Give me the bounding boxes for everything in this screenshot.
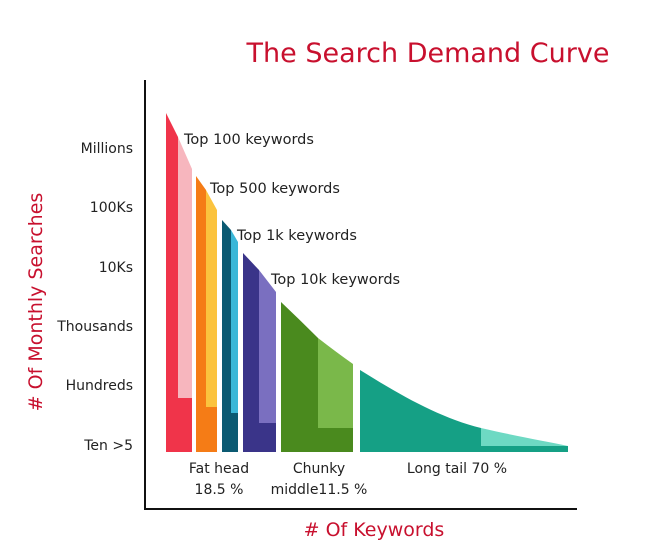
chart-title: The Search Demand Curve (246, 38, 610, 69)
segment-top-10k-light (259, 270, 276, 423)
y-tick-label: 10Ks (99, 260, 133, 276)
x-axis-title: # Of Keywords (304, 519, 445, 541)
segment-long-tail-base (481, 446, 568, 452)
curve-segments (166, 113, 568, 452)
segment-top-1k-base (231, 413, 238, 452)
y-tick-label: 100Ks (90, 200, 133, 216)
segment-label: Top 10k keywords (270, 272, 400, 288)
category-value-chunky-middle: middle11.5 % (271, 482, 368, 498)
segment-top-500-light (206, 190, 217, 407)
y-tick-label: Thousands (56, 319, 133, 335)
segment-top-100-light (178, 137, 192, 398)
category-label-chunky-middle: Chunky (293, 461, 345, 477)
segment-label: Top 1k keywords (236, 228, 357, 244)
y-tick-label: Hundreds (66, 378, 133, 394)
segment-chunky-middle-light (318, 338, 353, 428)
y-axis-title: # Of Monthly Searches (25, 193, 47, 412)
segment-label: Top 500 keywords (209, 181, 340, 197)
segment-top-500-dark (196, 176, 206, 452)
segment-chunky-middle-dark (281, 302, 318, 452)
segment-top-1k-light (231, 230, 238, 413)
segment-label: Top 100 keywords (183, 132, 314, 148)
y-tick-label: Millions (81, 141, 133, 157)
segment-top-100-dark (166, 113, 178, 452)
segment-chunky-middle-base (318, 428, 353, 452)
segment-top-1k-dark (222, 220, 231, 452)
segment-top-10k-base (259, 423, 276, 452)
y-tick-label: Ten >5 (83, 438, 133, 454)
category-label-long-tail: Long tail 70 % (407, 461, 507, 477)
category-value-fat-head: 18.5 % (195, 482, 244, 498)
segment-top-500-base (206, 407, 217, 452)
segment-top-100-base (178, 398, 192, 452)
category-label-fat-head: Fat head (189, 461, 249, 477)
segment-long-tail-dark (360, 370, 481, 452)
segment-top-10k-dark (243, 253, 259, 452)
